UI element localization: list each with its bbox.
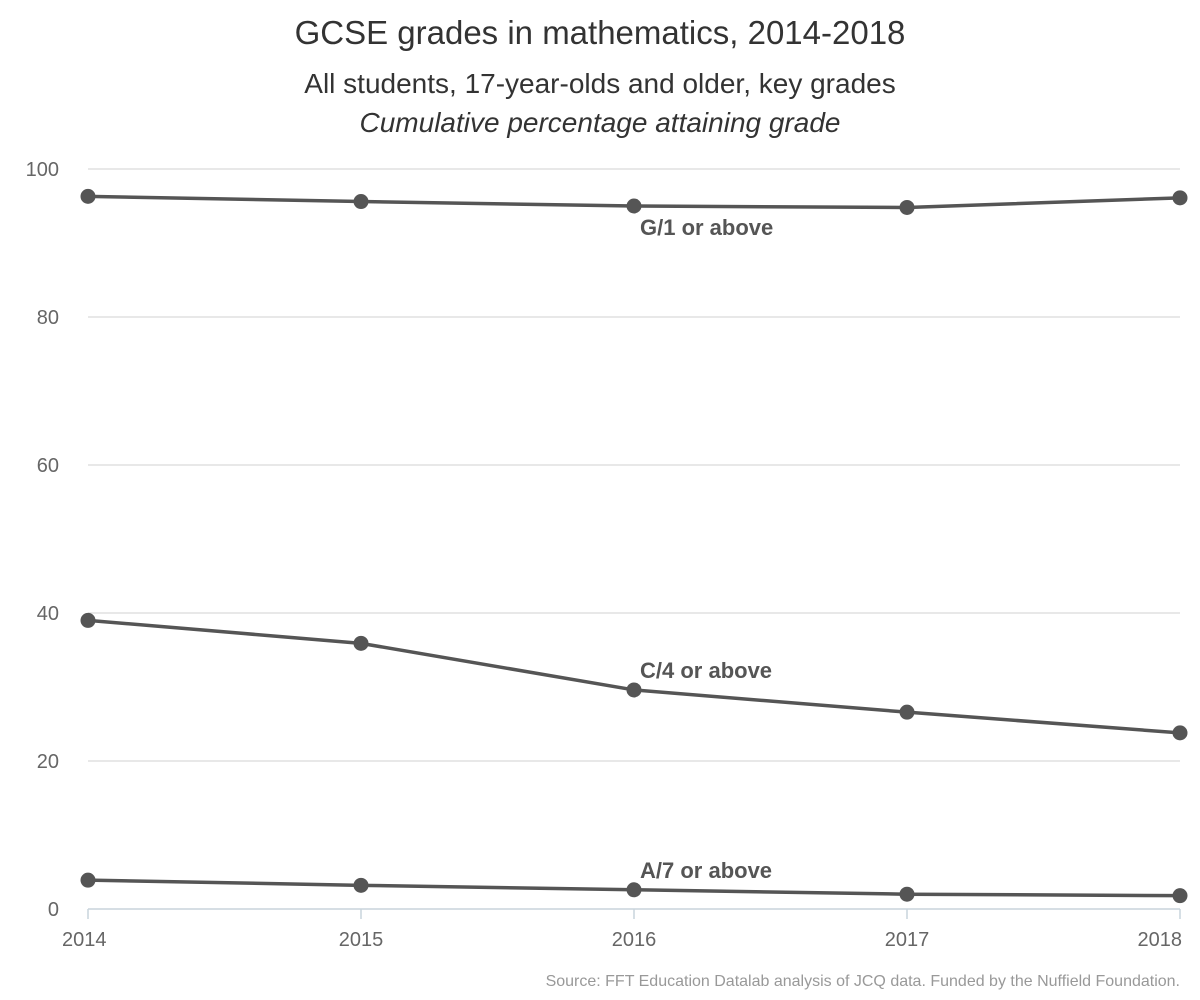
source-note: Source: FFT Education Datalab analysis o…: [545, 973, 1180, 990]
data-point: [899, 199, 915, 215]
x-tick-label: 2017: [885, 929, 930, 951]
data-point: [353, 877, 369, 893]
x-tick-label: 2015: [339, 929, 384, 951]
data-point: [1172, 725, 1188, 741]
x-tick-label: 2016: [612, 929, 657, 951]
chart-subtitle-italic: Cumulative percentage attaining grade: [359, 107, 841, 138]
data-point: [1172, 190, 1188, 206]
chart-subtitle: All students, 17-year-olds and older, ke…: [304, 68, 896, 99]
data-point: [80, 872, 96, 888]
data-point: [80, 188, 96, 204]
data-point: [899, 704, 915, 720]
y-tick-label: 40: [37, 603, 59, 625]
data-point: [626, 682, 642, 698]
x-tick-label: 2018: [1138, 929, 1183, 951]
y-tick-label: 0: [48, 899, 59, 921]
y-tick-label: 20: [37, 751, 59, 773]
series-label: C/4 or above: [640, 658, 772, 683]
data-point: [626, 882, 642, 898]
series-line: [87, 618, 1181, 735]
data-point: [899, 886, 915, 902]
x-tick-label: 2014: [62, 929, 107, 951]
data-point: [353, 194, 369, 210]
data-point: [353, 635, 369, 651]
data-point: [80, 612, 96, 628]
data-point: [1172, 888, 1188, 904]
series-label: G/1 or above: [640, 215, 773, 240]
y-tick-label: 80: [37, 307, 59, 329]
chart-title: GCSE grades in mathematics, 2014-2018: [294, 14, 906, 51]
y-tick-label: 60: [37, 455, 59, 477]
series-label: A/7 or above: [640, 858, 772, 883]
y-tick-label: 100: [26, 159, 59, 181]
data-point: [626, 198, 642, 214]
